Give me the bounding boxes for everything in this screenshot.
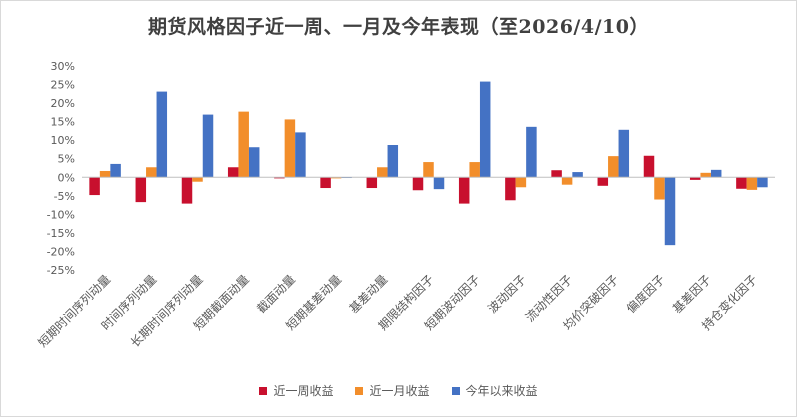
bar-3-13 — [664, 177, 676, 246]
y-tick-label: -5% — [54, 190, 75, 203]
chart-title: 期货风格因子近一周、一月及今年表现（至2026/4/10） — [148, 16, 649, 38]
bar-2-3 — [192, 177, 203, 182]
legend-item: 近一月收益 — [355, 382, 430, 399]
bar-2-13 — [654, 177, 665, 200]
legend-label: 今年以来收益 — [465, 384, 538, 398]
bar-2-10 — [515, 177, 527, 188]
bar-3-7 — [387, 145, 399, 178]
bar-3-2 — [156, 91, 168, 178]
bar-3-8 — [433, 177, 445, 190]
bar-1-15 — [736, 177, 747, 189]
bar-1-4 — [227, 167, 239, 178]
legend-item: 近一周收益 — [259, 382, 333, 399]
y-tick-label: 30% — [51, 60, 75, 73]
bar-2-15 — [746, 177, 758, 190]
bar-3-15 — [757, 177, 768, 188]
bar-2-11 — [561, 177, 573, 185]
bar-series-group — [89, 81, 768, 246]
legend-label: 近一月收益 — [369, 384, 430, 398]
bar-1-2 — [135, 177, 147, 203]
y-tick-label: -10% — [47, 208, 75, 221]
bar-3-9 — [479, 81, 491, 178]
y-tick-label: 20% — [51, 97, 75, 110]
legend-swatch — [355, 386, 364, 395]
y-tick-label: 15% — [51, 116, 75, 129]
bar-3-14 — [710, 169, 722, 178]
y-axis-ticks: 30% 25% 20% 15% 10% 5% 0% -5% -10% -15% -20% -25% — [47, 60, 75, 277]
bar-1-12 — [597, 177, 609, 186]
bar-3-11 — [572, 172, 583, 178]
bar-2-2 — [146, 167, 157, 178]
legend: 近一周收益 近一月收益 今年以来收益 — [0, 382, 797, 399]
bar-1-11 — [551, 170, 562, 178]
bar-2-4 — [238, 111, 249, 178]
x-category-label: 偏度因子 — [623, 272, 668, 317]
bar-2-5 — [284, 119, 296, 178]
y-tick-label: -25% — [47, 264, 75, 277]
legend-swatch — [451, 386, 460, 395]
x-category-label: 短期时间序列动量 — [35, 272, 113, 350]
bar-3-1 — [110, 163, 121, 178]
y-tick-label: -20% — [47, 245, 75, 258]
y-tick-label: 25% — [51, 79, 75, 92]
bar-1-8 — [412, 177, 424, 191]
bar-1-10 — [505, 177, 516, 201]
bar-1-5 — [274, 177, 285, 179]
y-tick-label: -15% — [47, 227, 75, 240]
x-category-label: 基差因子 — [670, 272, 714, 316]
bar-1-13 — [643, 155, 655, 178]
bar-1-6 — [320, 177, 331, 189]
x-category-label: 波动因子 — [485, 272, 529, 316]
bar-3-3 — [202, 114, 214, 178]
bar-1-7 — [366, 177, 378, 189]
bar-2-1 — [99, 170, 111, 178]
bar-2-8 — [423, 162, 434, 178]
bar-1-9 — [458, 177, 470, 204]
bar-1-1 — [89, 177, 100, 196]
bar-1-14 — [689, 177, 701, 180]
bar-3-12 — [618, 129, 630, 178]
bar-1-3 — [181, 177, 193, 204]
bar-2-12 — [608, 156, 619, 178]
bar-3-4 — [248, 147, 260, 178]
bar-3-10 — [526, 126, 537, 178]
y-tick-label: 10% — [51, 134, 75, 147]
bar-3-5 — [295, 132, 306, 178]
x-category-label: 基差动量 — [347, 272, 391, 316]
y-tick-label: 5% — [58, 153, 75, 166]
bar-2-6 — [330, 177, 342, 179]
legend-item: 今年以来收益 — [451, 382, 538, 399]
bar-2-14 — [700, 172, 711, 178]
legend-label: 近一周收益 — [273, 384, 334, 398]
bar-2-7 — [377, 167, 388, 178]
x-category-label: 截面动量 — [254, 272, 298, 316]
y-tick-label: 0% — [58, 171, 75, 184]
legend-swatch — [259, 386, 268, 395]
bar-2-9 — [469, 162, 480, 178]
